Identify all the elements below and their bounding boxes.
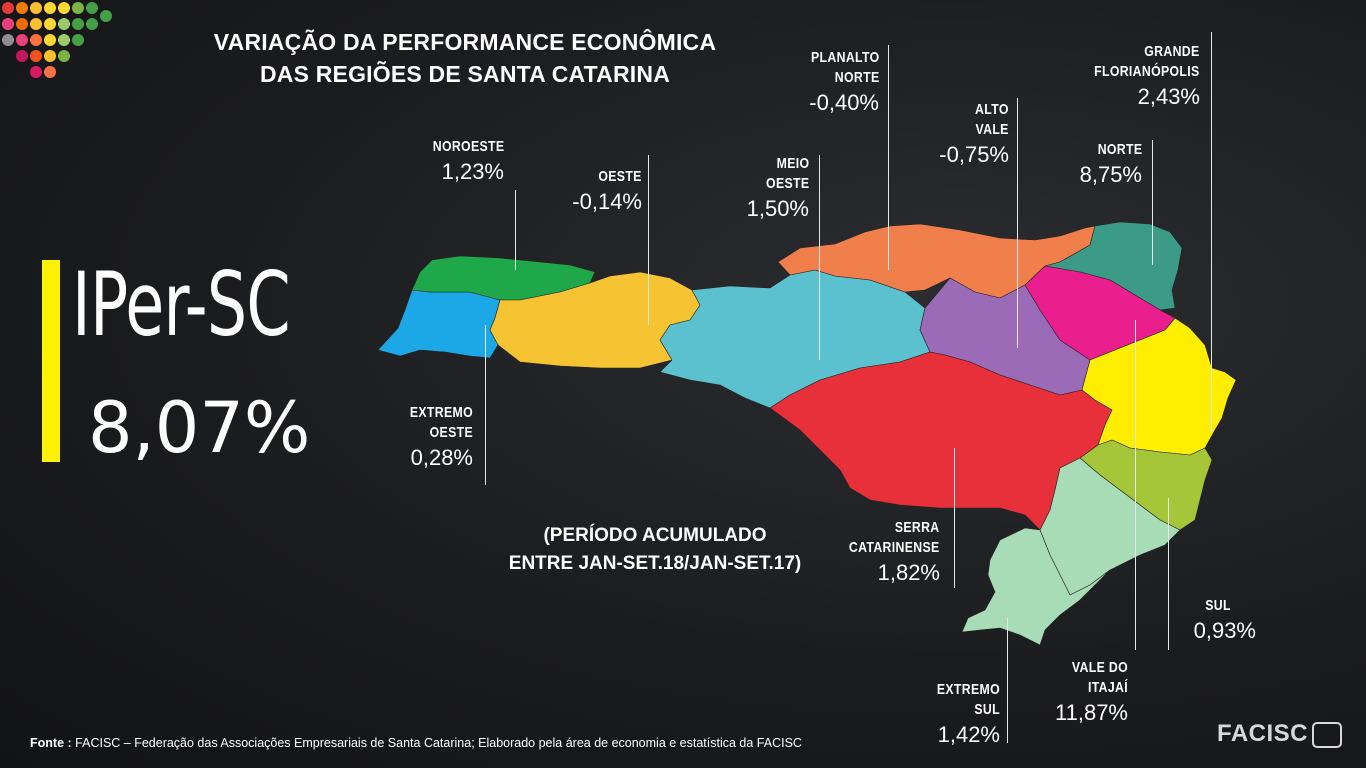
leader-line-extremo-sul: [1007, 618, 1008, 743]
region-extremo-oeste: [377, 289, 501, 359]
facisc-logo-icon: [1312, 722, 1342, 748]
region-value: 0,28%: [410, 445, 473, 470]
label-serra-catarinense: SERRA CATARINENSE 1,82%: [829, 518, 940, 588]
region-name: SERRA: [895, 519, 940, 536]
label-sul: SUL 0,93%: [1194, 596, 1256, 646]
region-extremo-sul: [961, 527, 1111, 646]
region-value: 2,43%: [1137, 84, 1200, 109]
label-noroeste: NOROESTE 1,23%: [417, 137, 504, 187]
leader-line-norte: [1152, 140, 1153, 265]
region-name: ITAJAÍ: [1087, 679, 1128, 696]
region-name: SUL: [974, 701, 1000, 718]
period-line-2: ENTRE JAN-SET.18/JAN-SET.17): [508, 553, 802, 574]
label-vale-do-itajai: VALE DO ITAJAÍ 11,87%: [1055, 658, 1128, 728]
region-name: VALE: [975, 121, 1009, 138]
region-value: -0,14%: [572, 189, 642, 214]
source-text: FACISC – Federação das Associações Empre…: [75, 736, 802, 750]
region-value: 8,75%: [1079, 162, 1142, 187]
region-value: 1,42%: [937, 722, 1000, 747]
leader-line-vale-do-itajai: [1135, 320, 1136, 650]
indicator-accent-bar: [42, 260, 60, 462]
leader-line-planalto-norte: [888, 45, 889, 270]
region-name: ALTO: [975, 101, 1009, 118]
region-name: PLANALTO: [810, 49, 879, 66]
region-name: EXTREMO: [936, 681, 1000, 698]
region-name: GRANDE: [1144, 43, 1200, 60]
label-oeste: OESTE -0,14%: [572, 167, 642, 217]
leader-line-serra: [954, 448, 955, 588]
region-value: 11,87%: [1055, 700, 1128, 725]
leader-line-meio-oeste: [819, 155, 820, 360]
region-name: CATARINENSE: [849, 539, 940, 556]
leader-line-extremo-oeste: [485, 325, 486, 485]
leader-line-alto-vale: [1017, 98, 1018, 348]
period-line-1: (PERÍODO ACUMULADO: [543, 525, 767, 546]
region-vale-do-itajai: [1081, 317, 1237, 456]
indicator-value: 8,07%: [88, 387, 311, 469]
region-value: 1,82%: [877, 560, 940, 585]
region-name: VALE DO: [1071, 659, 1128, 676]
leader-line-sul: [1168, 498, 1169, 650]
period-note: (PERÍODO ACUMULADO ENTRE JAN-SET.18/JAN-…: [500, 522, 810, 578]
leader-line-grande-florianopolis: [1211, 32, 1212, 432]
region-name: FLORIANÓPOLIS: [1094, 63, 1200, 80]
label-grande-florianopolis: GRANDE FLORIANÓPOLIS 2,43%: [1071, 42, 1200, 112]
brand-name: FACISC: [1216, 720, 1308, 747]
indicator-name: IPer-SC: [72, 253, 291, 356]
region-name: NORTE: [1097, 141, 1142, 158]
source-note: Fonte : FACISC – Federação das Associaçõ…: [30, 736, 802, 750]
region-name: OESTE: [598, 168, 642, 185]
source-label: Fonte :: [30, 736, 72, 750]
leader-line-noroeste: [515, 190, 516, 270]
label-extremo-sul: EXTREMO SUL 1,42%: [923, 680, 1000, 750]
dot-grid-logo-icon: [2, 2, 112, 78]
region-value: -0,40%: [809, 90, 879, 115]
label-alto-vale: ALTO VALE -0,75%: [939, 100, 1009, 170]
region-name: NOROESTE: [432, 138, 504, 155]
region-name: OESTE: [765, 175, 809, 192]
region-name: SUL: [1204, 597, 1231, 614]
label-extremo-oeste: EXTREMO OESTE 0,28%: [396, 403, 473, 473]
region-name: OESTE: [429, 424, 473, 441]
title-line-2: DAS REGIÕES DE SANTA CATARINA: [259, 61, 671, 87]
region-value: 0,93%: [1193, 618, 1256, 643]
region-value: -0,75%: [939, 142, 1009, 167]
region-noroeste: [411, 255, 596, 301]
leader-line-oeste: [648, 155, 649, 325]
label-norte: NORTE 8,75%: [1080, 140, 1142, 190]
label-planalto-norte: PLANALTO NORTE -0,40%: [796, 48, 879, 118]
label-meio-oeste: MEIO OESTE 1,50%: [747, 154, 809, 224]
region-value: 1,50%: [746, 196, 809, 221]
region-name: EXTREMO: [409, 404, 473, 421]
region-name: NORTE: [834, 69, 879, 86]
region-value: 1,23%: [441, 159, 504, 184]
title-line-1: VARIAÇÃO DA PERFORMANCE ECONÔMICA: [213, 29, 717, 55]
region-name: MEIO: [776, 155, 809, 172]
page-title: VARIAÇÃO DA PERFORMANCE ECONÔMICA DAS RE…: [160, 26, 770, 90]
